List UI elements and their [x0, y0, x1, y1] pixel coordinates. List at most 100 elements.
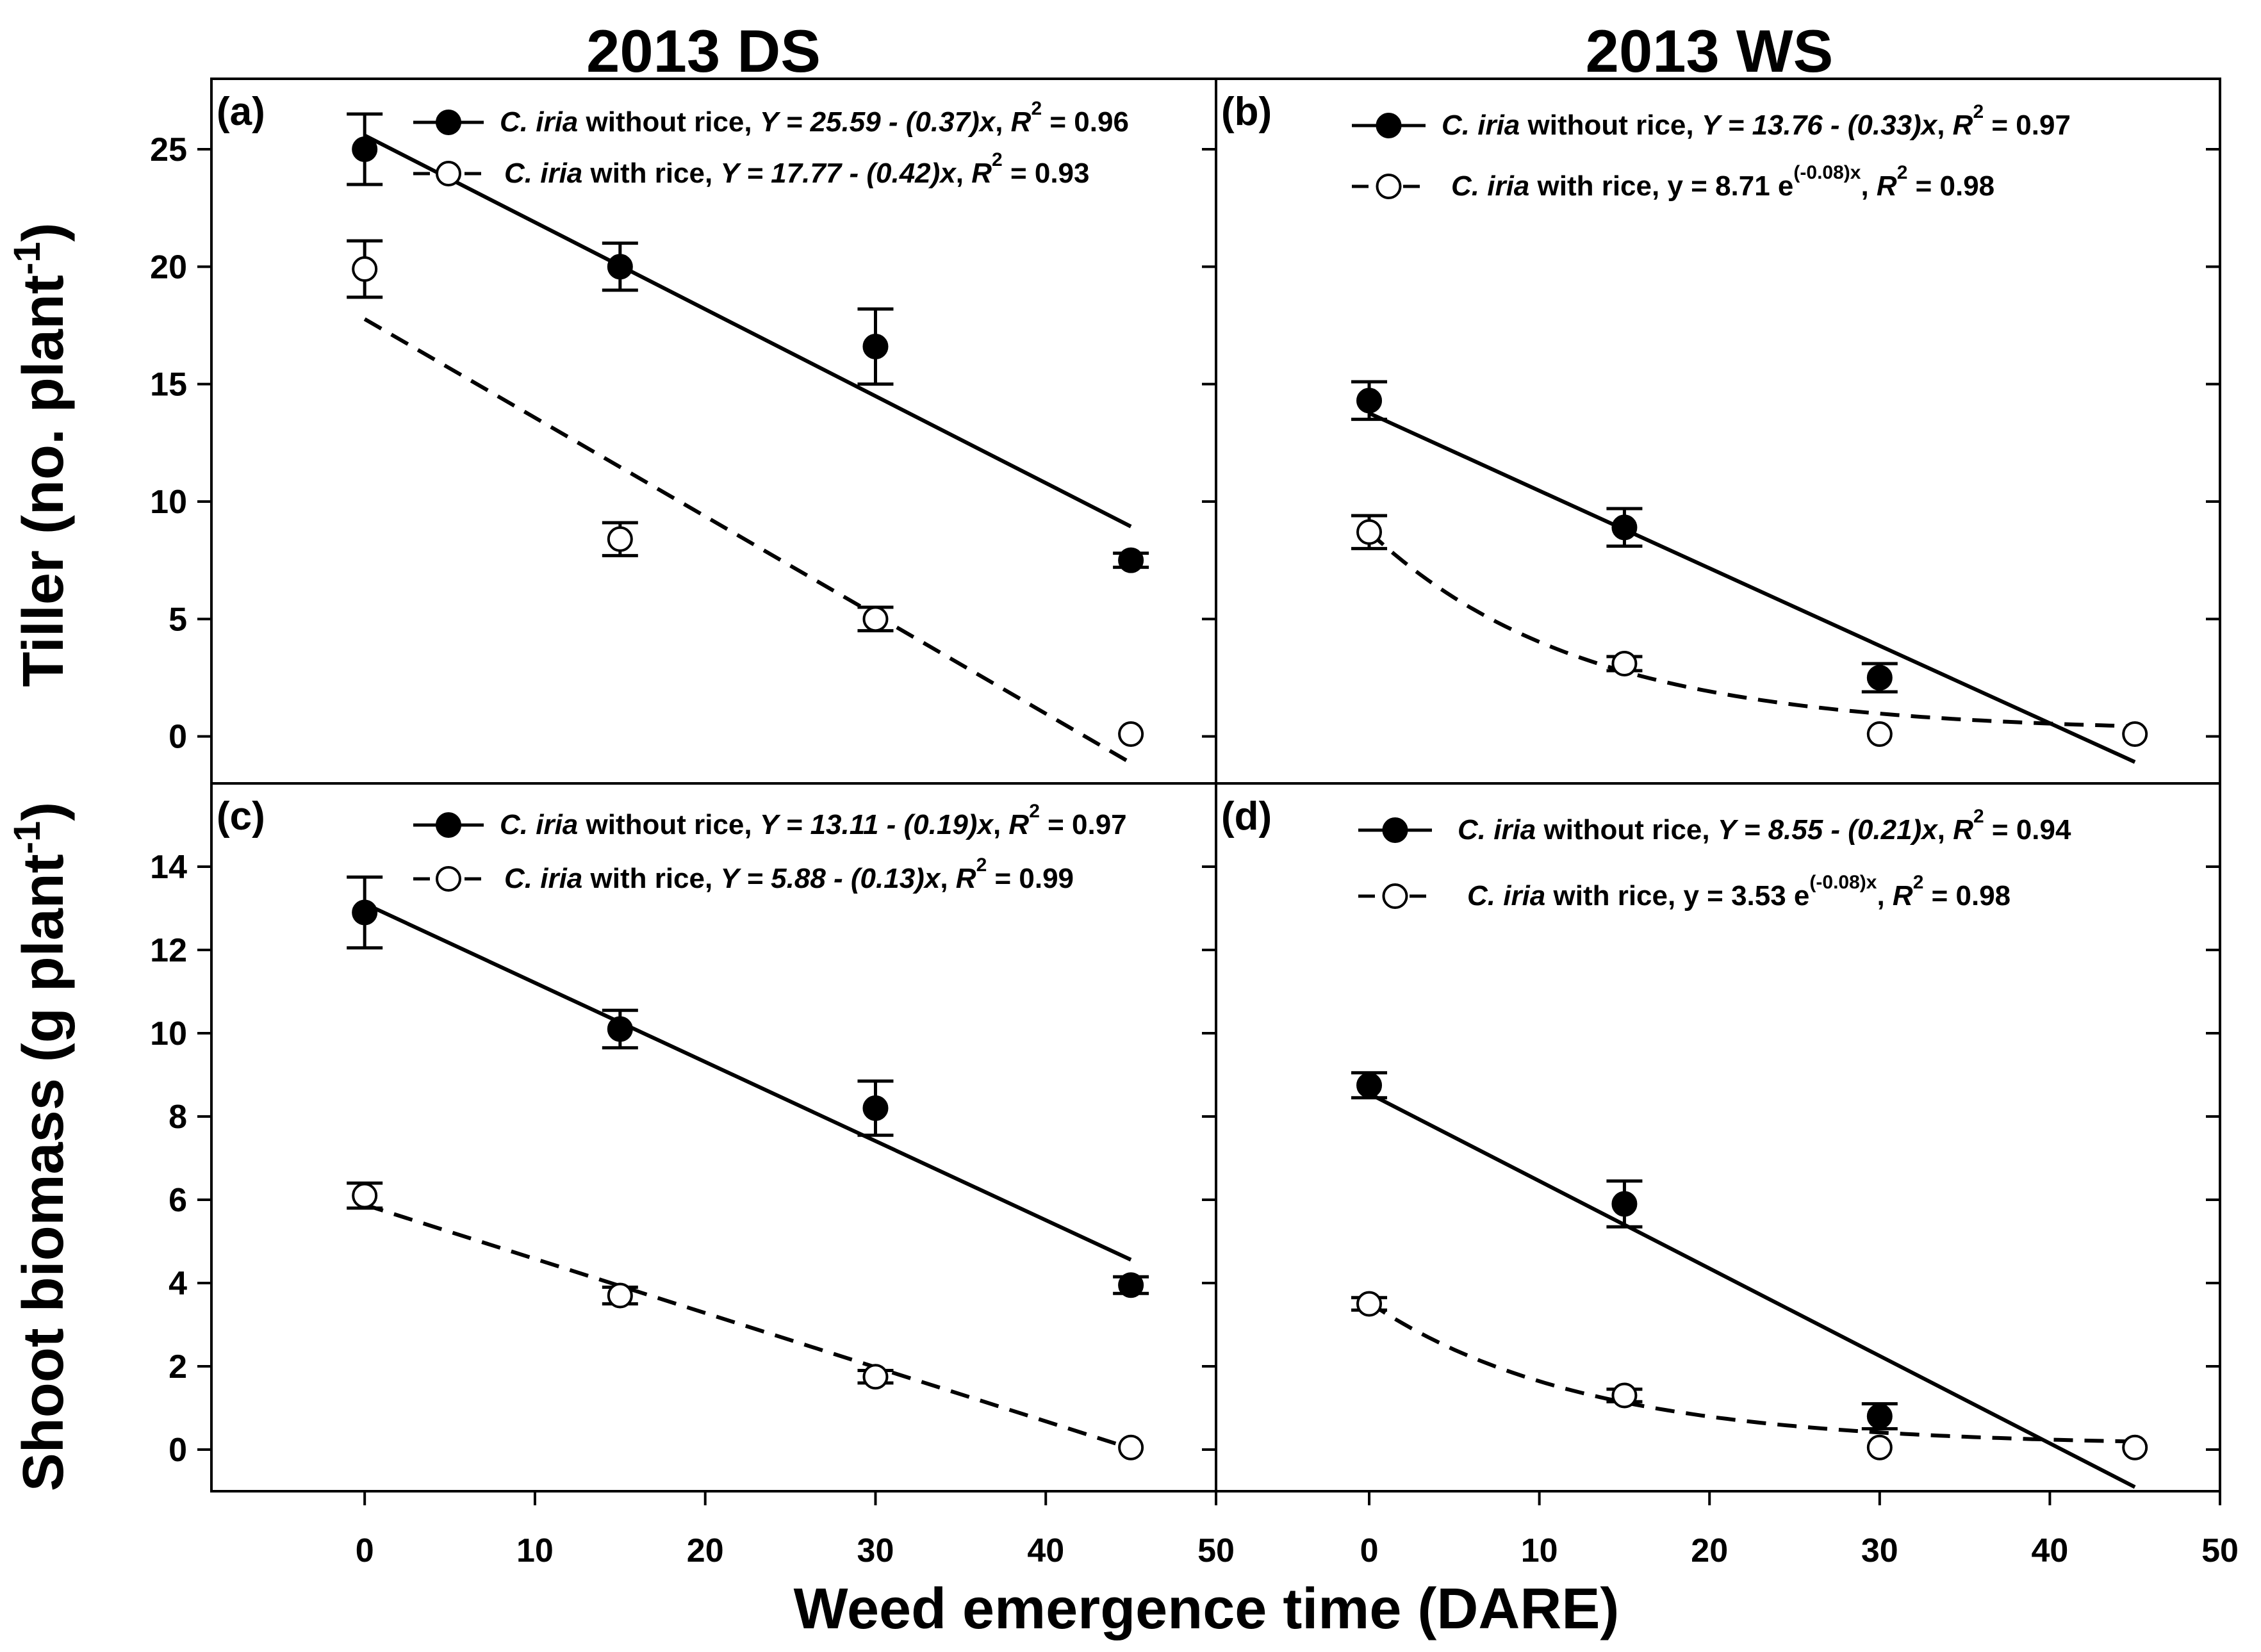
legend-label: C. iria without rice, Y = 8.55 - (0.21)x… [1458, 806, 2071, 846]
y-axis-title-biomass: Shoot biomass (g plant-1) [6, 802, 76, 1492]
legend-marker [436, 866, 461, 892]
x-tick-label: 10 [1521, 1532, 1558, 1569]
series-without-rice [1351, 1071, 2136, 1489]
data-point [607, 1282, 633, 1309]
data-point [352, 1182, 378, 1209]
y-tick-label: 14 [150, 849, 187, 886]
fit-line [363, 902, 1132, 1262]
legend-marker [436, 812, 461, 838]
data-point [1866, 721, 1893, 747]
legend-marker [436, 110, 461, 135]
legend-entry: C. iria with rice, y = 8.71 e(-0.08)x, R… [1352, 162, 1994, 202]
legend-entry: C. iria without rice, Y = 25.59 - (0.37)… [413, 98, 1129, 138]
data-point [352, 256, 378, 282]
legend-label: C. iria without rice, Y = 13.11 - (0.19)… [500, 801, 1127, 840]
x-tick-label: 0 [1360, 1532, 1379, 1569]
legend-entry: C. iria with rice, Y = 5.88 - (0.13)x, R… [413, 855, 1074, 894]
plot-frame [1215, 782, 2221, 1493]
y-tick-label: 25 [150, 131, 187, 168]
fit-line [364, 1202, 1132, 1450]
series-without-rice [347, 112, 1149, 573]
series-with-rice [1351, 514, 2148, 747]
legend-label: C. iria with rice, y = 8.71 e(-0.08)x, R… [1451, 162, 1994, 202]
y-tick-label: 0 [169, 719, 187, 756]
y-tick-label: 6 [169, 1182, 187, 1219]
fit-line [363, 317, 1132, 765]
panel-label: (b) [1221, 90, 1272, 134]
y-axis-title-tiller: Tiller (no. plant-1) [6, 223, 76, 687]
x-tick-label: 0 [356, 1532, 374, 1569]
data-point [1356, 1291, 1383, 1317]
legend-entry: C. iria with rice, y = 3.53 e(-0.08)x, R… [1358, 872, 2010, 912]
y-tick-label: 10 [150, 1015, 187, 1052]
legend-entry: C. iria without rice, Y = 13.76 - (0.33)… [1352, 101, 2071, 141]
fit-line [363, 133, 1132, 528]
panel-label: (c) [217, 794, 265, 838]
panel-b: (b) C. iria without rice, Y = 13.76 - (0.… [1215, 78, 2221, 785]
data-point [1118, 721, 1144, 747]
panel-label: (d) [1221, 794, 1272, 838]
y-tick-label: 2 [169, 1348, 187, 1386]
data-point [1611, 1382, 1638, 1409]
data-point [1118, 1272, 1144, 1298]
data-point [1356, 388, 1383, 414]
data-point [1866, 1434, 1893, 1460]
series-with-rice [347, 239, 1144, 765]
x-tick-label: 50 [2201, 1532, 2239, 1569]
x-tick-label: 20 [687, 1532, 724, 1569]
data-point [862, 1095, 889, 1121]
panel-a: 0 5 10 15 20 25 (a) C. iria without rice, Y = 2… [150, 78, 1217, 785]
data-point [2122, 1434, 2148, 1460]
fit-line [1368, 1301, 2135, 1444]
panel-label: (a) [217, 90, 265, 134]
y-tick-label: 20 [150, 249, 187, 286]
legend-label: C. iria with rice, y = 3.53 e(-0.08)x, R… [1467, 872, 2010, 912]
data-point [352, 899, 378, 926]
x-tick-label: 40 [1027, 1532, 1064, 1569]
x-tick-label: 30 [1861, 1532, 1898, 1569]
legend-marker [1382, 883, 1408, 909]
data-point [607, 1016, 633, 1042]
y-tick-label: 8 [169, 1099, 187, 1136]
data-point [1356, 1072, 1383, 1099]
legend-marker [436, 161, 461, 186]
legend-marker [1376, 113, 1402, 138]
data-point [1611, 1191, 1638, 1217]
x-tick-label: 10 [516, 1532, 554, 1569]
y-tick-label: 0 [169, 1432, 187, 1469]
panel-d: 0 10 20 30 40 50 (d) C. iria without rice, Y = … [1215, 782, 2239, 1569]
data-point [607, 254, 633, 280]
x-axis-title: Weed emergence time (DARE) [794, 1577, 1620, 1641]
y-tick-label: 15 [150, 366, 187, 404]
x-tick-label: 20 [1691, 1532, 1728, 1569]
legend-entry: C. iria with rice, Y = 17.77 - (0.42)x, … [413, 149, 1090, 189]
y-tick-label: 12 [150, 932, 187, 969]
fit-line [1368, 411, 2136, 764]
x-tick-label: 50 [1197, 1532, 1235, 1569]
data-point [607, 526, 633, 552]
x-tick-label: 30 [857, 1532, 894, 1569]
data-point [352, 136, 378, 162]
legend-entry: C. iria without rice, Y = 13.11 - (0.19)… [413, 801, 1127, 840]
legend-marker [1376, 174, 1402, 199]
data-point [1866, 1403, 1893, 1429]
fit-line [1368, 1092, 2136, 1489]
legend-label: C. iria without rice, Y = 25.59 - (0.37)… [500, 98, 1129, 138]
data-point [1118, 547, 1144, 573]
data-point [2122, 721, 2148, 747]
data-point [862, 1364, 889, 1390]
y-tick-label: 5 [169, 601, 187, 638]
legend-marker [1382, 817, 1408, 843]
series-with-rice [347, 1181, 1144, 1460]
y-tick-label: 10 [150, 484, 187, 521]
legend-entry: C. iria without rice, Y = 8.55 - (0.21)x… [1358, 806, 2071, 846]
column-title-ds: 2013 DS [586, 17, 821, 85]
fit-line [1367, 530, 2135, 728]
y-tick-label: 4 [169, 1265, 187, 1302]
data-point [1118, 1434, 1144, 1460]
column-title-ws: 2013 WS [1586, 17, 1834, 85]
data-point [1356, 519, 1383, 545]
data-point [1611, 514, 1638, 541]
